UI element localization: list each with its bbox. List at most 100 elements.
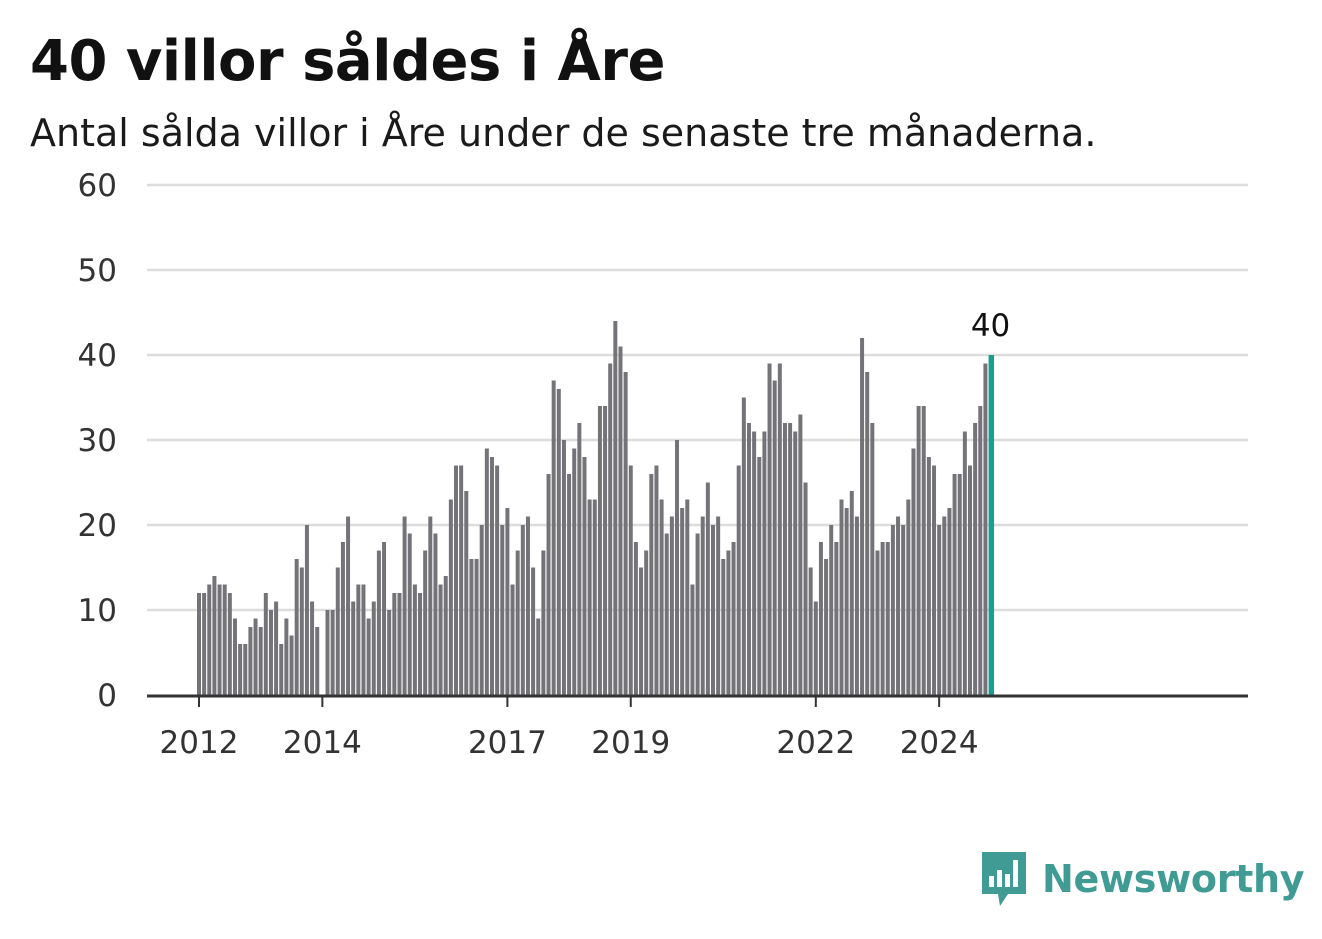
- bar: [711, 525, 715, 695]
- bar: [227, 593, 232, 695]
- bar: [351, 601, 356, 695]
- bar: [860, 338, 865, 695]
- bar: [310, 601, 315, 695]
- bar: [346, 516, 351, 695]
- bar: [952, 474, 957, 695]
- bar: [633, 542, 638, 695]
- bar: [253, 618, 258, 695]
- bar: [978, 406, 983, 695]
- x-tick-label: 2012: [160, 725, 239, 761]
- bar: [788, 423, 793, 695]
- bar: [695, 533, 700, 695]
- bar: [968, 465, 972, 695]
- bar: [639, 567, 644, 695]
- bar: [597, 406, 602, 695]
- bar: [746, 423, 751, 695]
- bar: [690, 584, 695, 695]
- bar: [459, 465, 464, 695]
- bar: [454, 465, 458, 695]
- bar: [875, 550, 880, 695]
- bar: [484, 448, 489, 695]
- bar: [782, 423, 787, 695]
- bar: [418, 593, 423, 695]
- chart-title: 40 villor såldes i Åre: [30, 29, 665, 94]
- y-tick-label: 30: [78, 423, 117, 459]
- bar: [222, 584, 227, 695]
- bar: [644, 550, 649, 695]
- bar: [880, 542, 885, 695]
- bar: [263, 593, 268, 695]
- bar: [567, 474, 572, 695]
- bar: [983, 363, 988, 695]
- bar: [901, 525, 906, 695]
- bar: [885, 542, 890, 695]
- bar: [474, 559, 479, 695]
- bar: [536, 618, 541, 695]
- bar: [577, 423, 582, 695]
- bar: [736, 465, 741, 695]
- bar: [623, 372, 628, 695]
- bar: [659, 499, 664, 695]
- bar: [315, 627, 320, 695]
- bar: [366, 618, 371, 695]
- bar: [716, 516, 721, 695]
- y-tick-label: 40: [78, 338, 117, 374]
- bar: [669, 516, 674, 695]
- bar: [412, 584, 417, 695]
- bar: [556, 389, 561, 695]
- y-tick-label: 50: [78, 253, 117, 289]
- bar: [654, 465, 659, 695]
- bar: [752, 431, 757, 695]
- bar: [572, 448, 577, 695]
- y-tick-label: 20: [78, 508, 117, 544]
- bar: [248, 627, 253, 695]
- bar: [700, 516, 705, 695]
- bar: [376, 550, 381, 695]
- bar: [937, 525, 942, 695]
- bar: [777, 363, 782, 695]
- bar: [741, 397, 746, 695]
- bar: [500, 525, 505, 695]
- annotations: 40: [971, 308, 1010, 344]
- bar: [531, 567, 536, 695]
- bar: [798, 414, 803, 695]
- brand-name: Newsworthy: [1042, 857, 1305, 901]
- x-tick-label: 2014: [283, 725, 362, 761]
- bar: [628, 465, 633, 695]
- last-value-label: 40: [971, 308, 1010, 344]
- bar: [854, 516, 859, 695]
- bar: [613, 321, 618, 695]
- bar: [726, 550, 731, 695]
- bar: [849, 491, 854, 695]
- bar: [906, 499, 911, 695]
- bar: [464, 491, 469, 695]
- bar: [608, 363, 613, 695]
- bar: [340, 542, 345, 695]
- bar: [232, 618, 237, 695]
- bar: [387, 610, 392, 695]
- bar: [279, 644, 284, 695]
- bar: [397, 593, 402, 695]
- bar: [515, 550, 520, 695]
- bar: [603, 406, 608, 695]
- bar: [921, 406, 926, 695]
- bar: [844, 508, 849, 695]
- bar: [865, 372, 870, 695]
- bar: [356, 584, 361, 695]
- bar: [330, 610, 335, 695]
- bar: [675, 440, 680, 695]
- bar: [274, 601, 279, 695]
- bar: [268, 610, 273, 695]
- x-tick-label: 2022: [776, 725, 855, 761]
- bar: [942, 516, 947, 695]
- bar: [505, 508, 510, 695]
- bar: [382, 542, 387, 695]
- bar: [212, 576, 217, 695]
- bar: [525, 516, 530, 695]
- bars: [197, 321, 995, 695]
- bar: [592, 499, 597, 695]
- bar: [731, 542, 736, 695]
- bar: [443, 576, 448, 695]
- bar: [916, 406, 921, 695]
- bar: [510, 584, 515, 695]
